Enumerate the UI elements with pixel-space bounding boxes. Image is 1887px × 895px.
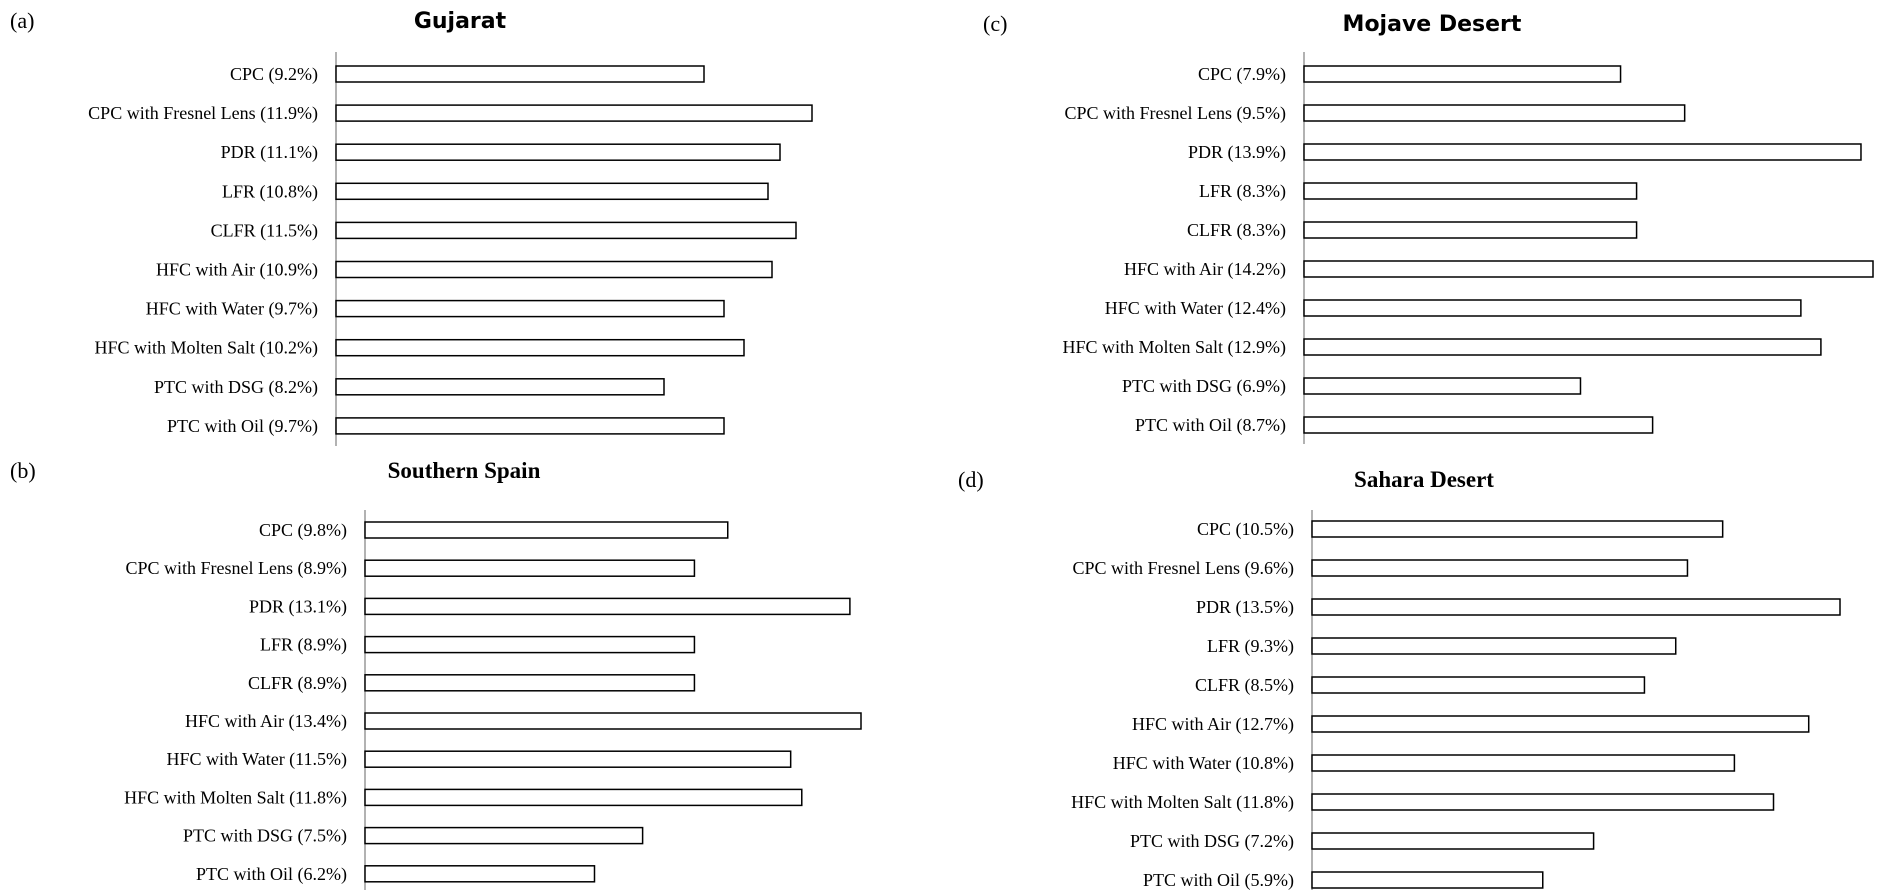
panel-letter: (a) [10, 8, 34, 33]
category-label: HFC with Water (11.5%) [166, 749, 347, 770]
bar-group: CPC (10.5%) CPC with Fresnel Lens (9.6%) P… [1071, 519, 1841, 891]
bar [335, 182, 769, 201]
category-label: HFC with Air (13.4%) [185, 711, 347, 732]
bar [364, 674, 696, 692]
bar [364, 597, 851, 616]
bar [1311, 676, 1646, 694]
chart-title: Gujarat [414, 9, 507, 34]
bar [364, 635, 696, 654]
panel-letter: (b) [10, 458, 36, 483]
category-label: HFC with Air (10.9%) [156, 260, 318, 281]
bar [1311, 715, 1810, 733]
bar [1303, 416, 1654, 434]
category-label: PTC with DSG (7.2%) [1130, 831, 1294, 852]
chart-title: Southern Spain [388, 458, 541, 483]
bar [1303, 65, 1622, 83]
bar [1303, 104, 1686, 122]
bar [335, 299, 725, 318]
category-label: CPC (9.8%) [259, 520, 347, 541]
bar [335, 378, 665, 396]
bar [335, 143, 781, 161]
panel-letter: (c) [983, 11, 1007, 36]
category-label: HFC with Molten Salt (10.2%) [95, 338, 319, 359]
bar [364, 750, 792, 768]
bar [364, 559, 696, 577]
category-label: HFC with Water (10.8%) [1113, 753, 1294, 774]
bar [364, 712, 862, 730]
bar [364, 826, 644, 845]
category-label: LFR (9.3%) [1207, 636, 1294, 657]
chart-title: Mojave Desert [1343, 12, 1522, 37]
bar [364, 521, 729, 539]
category-label: PTC with Oil (6.2%) [196, 864, 347, 885]
category-label: PTC with DSG (8.2%) [154, 377, 318, 398]
bar [1311, 520, 1724, 538]
bar [1311, 598, 1841, 616]
category-label: CLFR (8.9%) [248, 673, 347, 694]
category-label: PTC with DSG (6.9%) [1122, 376, 1286, 397]
bar-group: CPC (7.9%) CPC with Fresnel Lens (9.5%) PD… [1063, 64, 1874, 436]
category-label: CPC with Fresnel Lens (11.9%) [88, 103, 318, 124]
category-label: PTC with Oil (8.7%) [1135, 415, 1286, 436]
category-label: HFC with Molten Salt (11.8%) [1071, 792, 1294, 813]
category-label: PDR (13.1%) [249, 596, 347, 617]
bar-group: CPC (9.8%) CPC with Fresnel Lens (8.9%) PD… [124, 520, 862, 885]
category-label: LFR (10.8%) [222, 181, 318, 202]
bar [1303, 377, 1582, 395]
category-label: CPC (9.2%) [230, 64, 318, 85]
category-label: HFC with Water (12.4%) [1105, 298, 1286, 319]
bar [335, 221, 797, 240]
chart-panel-sahara-desert: (d) Sahara Desert CPC (10.5%) CPC with Fr… [958, 467, 1841, 891]
bar [1303, 338, 1822, 356]
bar [335, 104, 813, 122]
category-label: PTC with DSG (7.5%) [183, 826, 347, 847]
category-label: PDR (11.1%) [221, 142, 318, 163]
bar-group: CPC (9.2%) CPC with Fresnel Lens (11.9%) P… [88, 64, 813, 437]
category-label: CLFR (8.3%) [1187, 220, 1286, 241]
bar [335, 338, 745, 357]
bar [1311, 832, 1595, 850]
bar [364, 788, 803, 807]
category-label: PTC with Oil (5.9%) [1143, 870, 1294, 891]
category-label: CPC with Fresnel Lens (9.6%) [1073, 558, 1294, 579]
chart-title: Sahara Desert [1354, 467, 1494, 492]
category-label: PDR (13.9%) [1188, 142, 1286, 163]
category-label: HFC with Water (9.7%) [146, 299, 318, 320]
category-label: CLFR (8.5%) [1195, 675, 1294, 696]
bar [1303, 299, 1802, 317]
chart-panel-southern-spain: (b) Southern Spain CPC (9.8%) CPC with Fr… [10, 458, 862, 890]
bar [335, 417, 725, 435]
bar [1303, 260, 1874, 278]
chart-panel-gujarat: (a) Gujarat CPC (9.2%) CPC with Fresnel L… [10, 8, 813, 446]
bar [335, 260, 773, 279]
category-label: HFC with Molten Salt (12.9%) [1063, 337, 1287, 358]
bar [1303, 182, 1638, 200]
category-label: CPC with Fresnel Lens (8.9%) [126, 558, 347, 579]
category-label: PDR (13.5%) [1196, 597, 1294, 618]
category-label: CPC with Fresnel Lens (9.5%) [1065, 103, 1286, 124]
bar [1311, 559, 1689, 577]
panel-letter: (d) [958, 467, 984, 492]
chart-panel-mojave-desert: (c) Mojave Desert CPC (7.9%) CPC with Fre… [983, 11, 1874, 444]
bar [1311, 871, 1544, 889]
category-label: CPC (10.5%) [1197, 519, 1294, 540]
category-label: CLFR (11.5%) [211, 220, 318, 241]
bar [1311, 637, 1677, 655]
category-label: LFR (8.9%) [260, 635, 347, 656]
bar [1303, 143, 1862, 161]
category-label: HFC with Air (14.2%) [1124, 259, 1286, 280]
category-label: HFC with Air (12.7%) [1132, 714, 1294, 735]
category-label: LFR (8.3%) [1199, 181, 1286, 202]
bar [364, 865, 596, 883]
category-label: PTC with Oil (9.7%) [167, 416, 318, 437]
bar [335, 65, 705, 83]
category-label: CPC (7.9%) [1198, 64, 1286, 85]
bar [1311, 793, 1775, 811]
category-label: HFC with Molten Salt (11.8%) [124, 787, 347, 808]
bar [1303, 221, 1638, 239]
bar [1311, 754, 1736, 772]
